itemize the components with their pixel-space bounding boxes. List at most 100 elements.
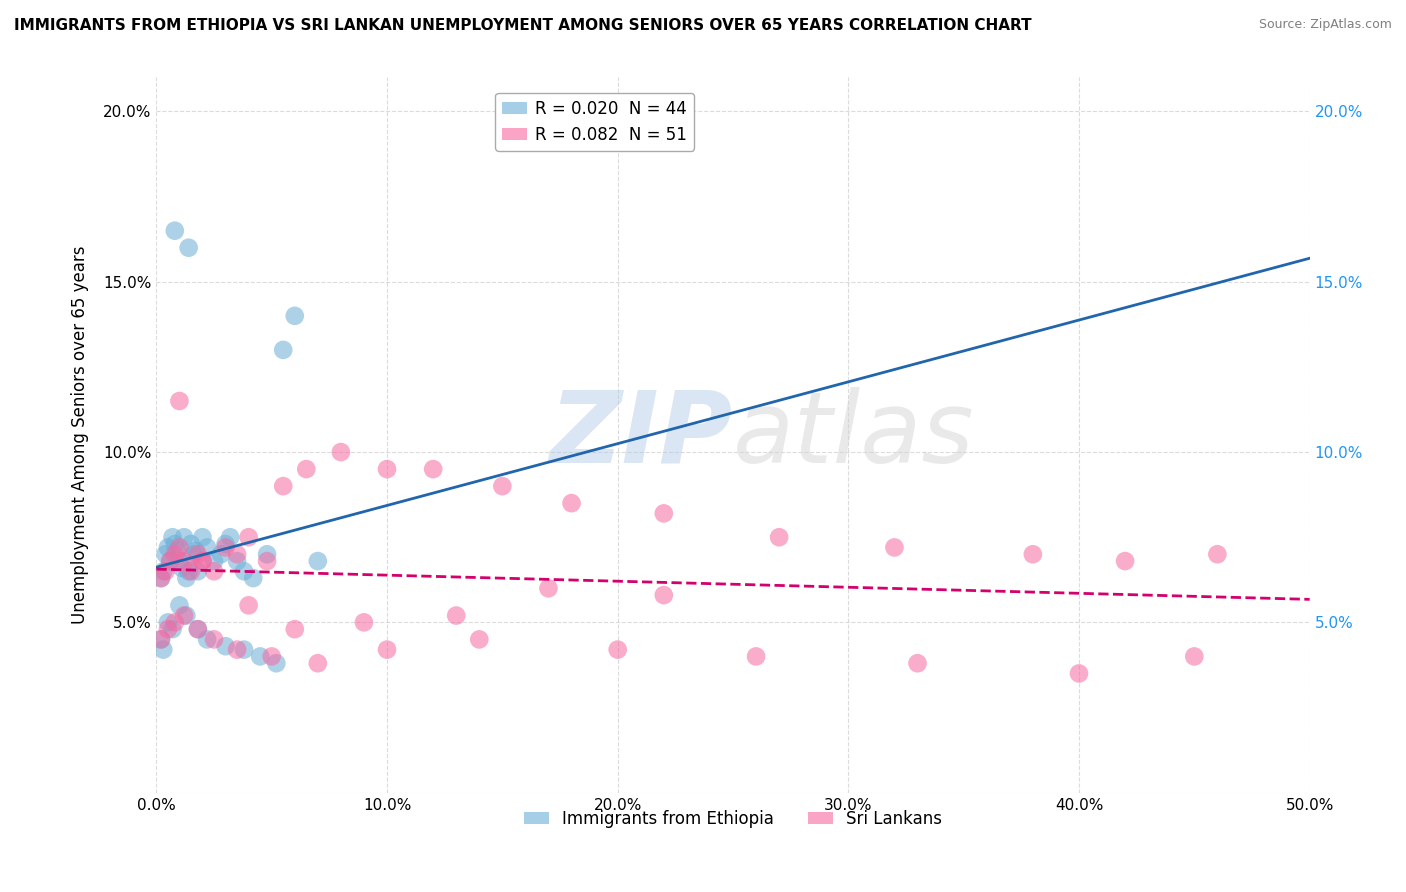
Point (1182, 649, 1205, 664)
Point (173, 530, 195, 544)
Point (375, 462, 398, 476)
Point (226, 547, 249, 561)
Point (191, 554, 214, 568)
Point (883, 541, 905, 555)
Point (256, 554, 278, 568)
Point (375, 642, 398, 657)
Legend: Immigrants from Ethiopia, Sri Lankans: Immigrants from Ethiopia, Sri Lankans (517, 803, 949, 834)
Point (149, 571, 172, 585)
Point (238, 599, 260, 613)
Point (745, 649, 768, 664)
Point (169, 541, 191, 555)
Point (176, 571, 198, 585)
Point (195, 541, 218, 555)
Point (181, 547, 204, 561)
Point (202, 554, 225, 568)
Text: Source: ZipAtlas.com: Source: ZipAtlas.com (1258, 18, 1392, 31)
Point (307, 554, 329, 568)
Point (191, 554, 214, 568)
Text: atlas: atlas (733, 386, 974, 483)
Point (271, 479, 294, 493)
Point (226, 642, 249, 657)
Point (187, 564, 209, 578)
Point (176, 608, 198, 623)
Point (214, 537, 236, 551)
Point (444, 608, 467, 623)
Point (468, 632, 491, 647)
Point (169, 394, 191, 409)
Point (169, 554, 191, 568)
Point (233, 564, 256, 578)
Point (606, 642, 628, 657)
Point (561, 496, 583, 510)
Point (180, 564, 202, 578)
Point (149, 571, 172, 585)
Point (191, 530, 214, 544)
Point (163, 537, 186, 551)
Point (156, 615, 179, 630)
Point (184, 544, 207, 558)
Point (156, 622, 179, 636)
Point (242, 571, 264, 585)
Point (180, 537, 202, 551)
Point (768, 530, 790, 544)
Point (491, 479, 513, 493)
Text: ZIP: ZIP (550, 386, 733, 483)
Point (149, 632, 172, 647)
Point (214, 541, 236, 555)
Point (307, 657, 329, 671)
Point (271, 343, 294, 357)
Point (202, 564, 225, 578)
Point (149, 632, 172, 647)
Point (214, 639, 236, 653)
Point (177, 241, 200, 255)
Point (162, 622, 184, 636)
Point (159, 554, 181, 568)
Point (187, 547, 209, 561)
Point (152, 564, 174, 578)
Text: IMMIGRANTS FROM ETHIOPIA VS SRI LANKAN UNEMPLOYMENT AMONG SENIORS OVER 65 YEARS : IMMIGRANTS FROM ETHIOPIA VS SRI LANKAN U… (14, 18, 1032, 33)
Point (173, 608, 195, 623)
Point (195, 632, 218, 647)
Point (226, 554, 249, 568)
Point (233, 642, 256, 657)
Point (170, 561, 193, 575)
Y-axis label: Unemployment Among Seniors over 65 years: Unemployment Among Seniors over 65 years (72, 246, 89, 624)
Point (238, 530, 260, 544)
Point (329, 445, 352, 459)
Point (260, 649, 283, 664)
Point (652, 507, 675, 521)
Point (159, 554, 181, 568)
Point (177, 564, 200, 578)
Point (152, 642, 174, 657)
Point (353, 615, 375, 630)
Point (219, 530, 242, 544)
Point (907, 657, 929, 671)
Point (1067, 666, 1090, 681)
Point (162, 530, 184, 544)
Point (652, 588, 675, 602)
Point (295, 462, 318, 476)
Point (202, 632, 225, 647)
Point (266, 657, 288, 671)
Point (187, 622, 209, 636)
Point (1114, 554, 1136, 568)
Point (155, 547, 177, 561)
Point (163, 615, 186, 630)
Point (156, 541, 179, 555)
Point (173, 554, 195, 568)
Point (284, 309, 307, 323)
Point (155, 564, 177, 578)
Point (249, 649, 271, 664)
Point (163, 224, 186, 238)
Point (163, 547, 186, 561)
Point (537, 582, 560, 596)
Point (1206, 547, 1229, 561)
Point (1022, 547, 1045, 561)
Point (166, 544, 188, 558)
Point (209, 547, 232, 561)
Point (422, 462, 444, 476)
Point (187, 622, 209, 636)
Point (256, 547, 278, 561)
Point (169, 599, 191, 613)
